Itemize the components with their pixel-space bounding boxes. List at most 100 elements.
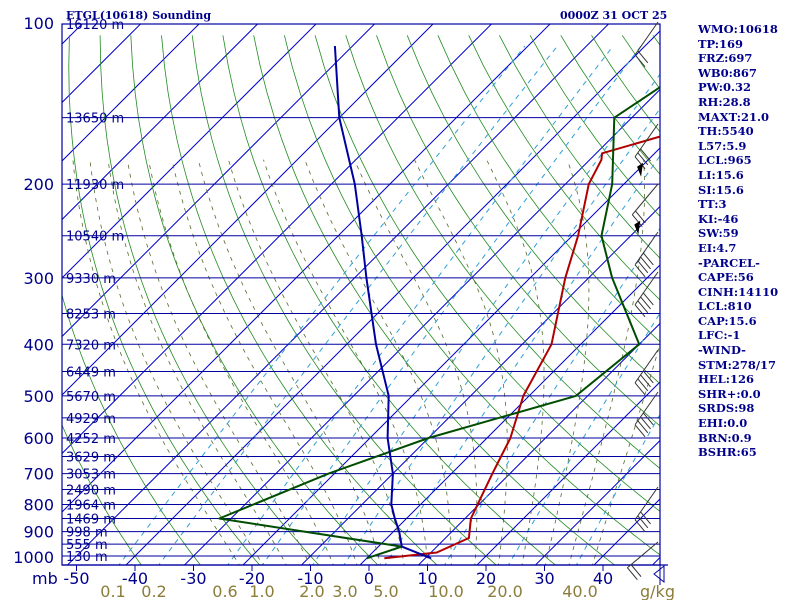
- temp-tick-label: -30: [180, 569, 206, 588]
- wind-barb-feather: [637, 515, 649, 529]
- isotherm-line: [476, 381, 660, 565]
- height-label: 1964 m: [66, 498, 116, 513]
- dewpoint-line: [218, 86, 660, 560]
- temp-tick-label: -40: [122, 569, 148, 588]
- dry-adiabat-line: [406, 35, 660, 385]
- stability-indices: WMO:10618 TP:169 FRZ:697 WB0:867 PW:0.32 RH:2…: [698, 22, 798, 460]
- index-item: SW:59: [698, 226, 739, 241]
- moist-adiabat-line: [263, 159, 429, 565]
- pressure-label: 600: [23, 429, 54, 448]
- index-item: STM:278/17: [698, 357, 777, 372]
- pressure-label: 1000: [13, 548, 54, 567]
- background-lines: [62, 24, 660, 565]
- wind-barb-feather: [634, 210, 646, 224]
- isotherm-line: [66, 24, 610, 565]
- index-item: TT:3: [698, 197, 727, 212]
- wind-barb-feather: [640, 256, 651, 270]
- wind-barb-feather: [634, 519, 646, 533]
- index-item: CAPE:56: [698, 270, 754, 285]
- index-item: MAXT:21.0: [698, 109, 769, 124]
- isotherm-line: [534, 439, 660, 565]
- mixing-ratio-line: [507, 312, 660, 565]
- isotherm-line: [125, 30, 660, 565]
- dry-adiabat-line: [499, 35, 660, 259]
- wind-barb-feather: [637, 152, 649, 166]
- wind-barb-shaft: [634, 21, 659, 56]
- pressure-label: 900: [23, 523, 54, 542]
- index-item: WB0:867: [698, 65, 757, 80]
- temp-tick-label: -50: [63, 569, 89, 588]
- index-item: KI:-46: [698, 211, 739, 226]
- isotherm-line: [62, 24, 551, 513]
- wind-barb-feather: [631, 214, 643, 227]
- height-label: 3053 m: [66, 468, 116, 483]
- temp-tick-label: -20: [239, 569, 265, 588]
- dry-adiabat-line: [345, 35, 660, 470]
- dry-adiabat-line: [437, 35, 660, 343]
- moist-adiabat-line: [127, 159, 311, 565]
- wind-barb-feather: [630, 564, 642, 577]
- wind-barb-shaft: [634, 231, 659, 266]
- index-item: SHR+:0.0: [698, 386, 761, 401]
- parcel-line: [333, 45, 432, 560]
- wind-barb-feather: [637, 300, 649, 314]
- index-item: PW:0.32: [698, 80, 752, 95]
- chart-title: ETGL(10618) Sounding: [66, 9, 212, 22]
- wind-barb-feather: [642, 292, 654, 306]
- isotherm-line: [359, 264, 660, 565]
- wind-barb-shaft: [634, 349, 659, 384]
- sounding-profiles: [218, 45, 660, 560]
- index-item: -PARCEL-: [698, 255, 760, 270]
- height-label: 998 m: [66, 526, 108, 541]
- temp-tick-label: -10: [297, 569, 323, 588]
- mixing-ratio-label: 2.0: [299, 582, 324, 600]
- index-item: RH:28.8: [698, 94, 751, 109]
- index-item: HEL:126: [698, 372, 754, 387]
- height-label: 13650 m: [66, 112, 124, 127]
- temp-tick-label: 30: [534, 569, 554, 588]
- wind-barb-feather: [642, 370, 654, 384]
- height-label: 5670 m: [66, 390, 116, 405]
- moist-adiabat-line: [107, 159, 287, 565]
- isobars: [61, 23, 668, 566]
- wind-barb-feather: [634, 156, 646, 170]
- wind-barb-feather: [637, 420, 649, 434]
- mixing-ratio-label: 20.0: [487, 582, 523, 600]
- dry-adiabat-line: [191, 35, 497, 565]
- isotherm-line: [62, 24, 493, 455]
- dry-adiabat-line: [68, 35, 261, 565]
- wind-barb-shaft: [631, 183, 659, 215]
- wind-barb-feather: [637, 378, 649, 392]
- index-item: CAP:15.6: [698, 313, 757, 328]
- index-item: TH:5540: [698, 124, 754, 139]
- mixing-ratio-label: 40.0: [562, 582, 598, 600]
- wind-barbs: [626, 21, 665, 585]
- dry-adiabat-line: [161, 35, 438, 565]
- mixing-ratio-line: [158, 45, 558, 565]
- moist-adiabat-line: [486, 159, 545, 565]
- wind-barb-feather: [640, 148, 651, 162]
- dry-adiabat-line: [62, 293, 201, 565]
- index-item: EI:4.7: [698, 240, 737, 255]
- height-label: 130 m: [66, 550, 108, 565]
- moist-adiabat-line: [228, 159, 405, 565]
- dry-adiabat-line: [130, 35, 379, 565]
- pressure-label: 800: [23, 495, 54, 514]
- chart-time: 0000Z 31 OCT 25: [560, 9, 668, 22]
- moist-adiabat-line: [72, 159, 240, 565]
- height-label: 4929 m: [66, 412, 116, 427]
- moist-adiabat-line: [89, 159, 264, 565]
- isotherm-line: [242, 147, 660, 565]
- wind-barb-shaft: [627, 541, 659, 569]
- dry-adiabat-line: [222, 35, 557, 565]
- moist-adiabat-line: [414, 159, 508, 565]
- wind-barb-feather: [640, 296, 651, 310]
- wind-barb-feather: [637, 260, 649, 274]
- height-label: 4252 m: [66, 432, 116, 447]
- wind-barb-feather: [634, 54, 646, 68]
- dry-adiabat-line: [376, 35, 660, 427]
- mixing-ratio-line: [227, 45, 614, 565]
- temp-tick-label: 10: [417, 569, 437, 588]
- wind-barb-shaft: [634, 486, 659, 521]
- height-label: 555 m: [66, 538, 108, 553]
